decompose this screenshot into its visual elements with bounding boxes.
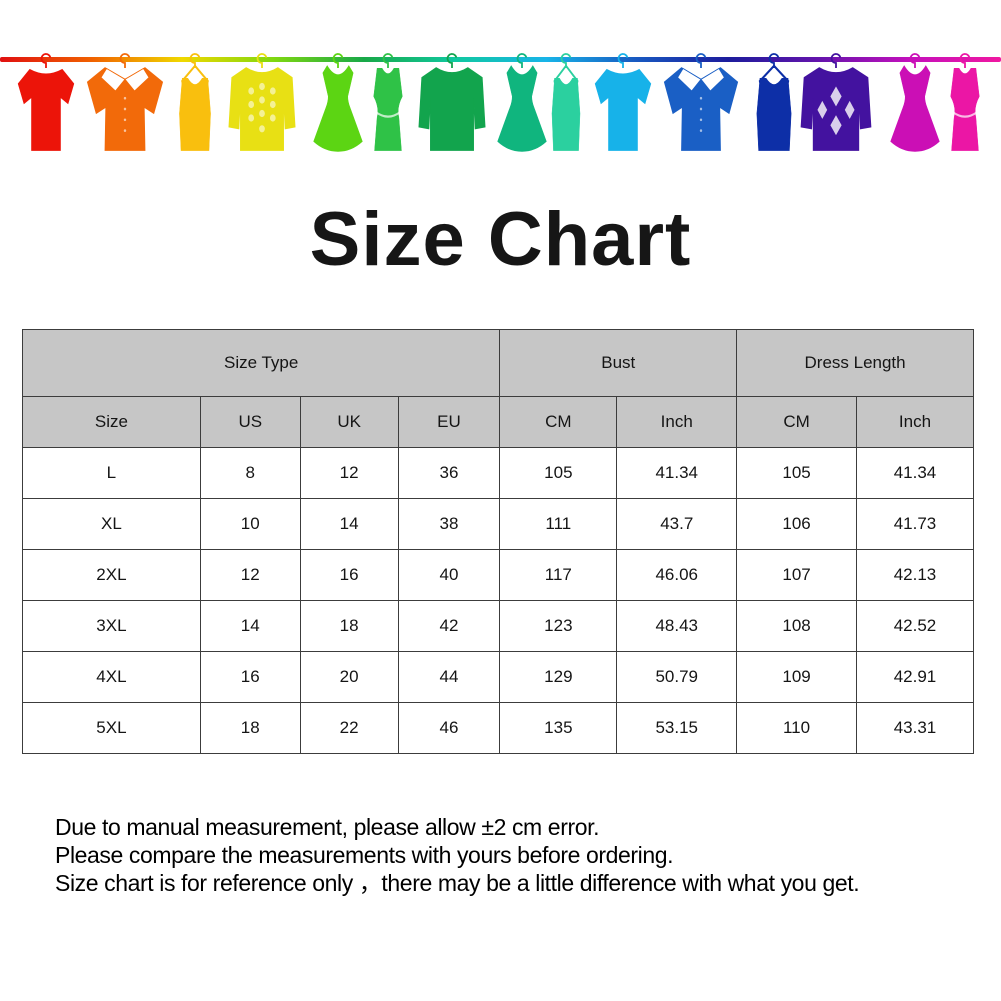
size-value: 40 — [397, 549, 501, 601]
size-value: 20 — [299, 651, 399, 703]
column-header-eu: EU — [397, 396, 501, 448]
size-value: 106 — [736, 498, 857, 550]
size-row-5xl: 5XL 18 22 46 135 53.15 110 43.31 — [22, 702, 975, 754]
size-value: 50.79 — [616, 651, 738, 703]
column-header-us: US — [199, 396, 301, 448]
magenta-dress-icon — [888, 52, 942, 154]
size-label: 4XL — [22, 651, 201, 703]
size-value: 108 — [736, 600, 857, 652]
amber-tank-top-icon — [175, 52, 215, 154]
column-header-size: Size — [22, 396, 201, 448]
size-value: 46.06 — [616, 549, 738, 601]
size-value: 14 — [199, 600, 301, 652]
size-value: 10 — [199, 498, 301, 550]
orange-shirt-icon — [85, 52, 165, 154]
size-value: 135 — [499, 702, 618, 754]
column-header-inch: Inch — [616, 396, 738, 448]
table-group-header-row: Size Type Bust Dress Length — [21, 329, 974, 397]
note-line-1: Due to manual measurement, please allow … — [55, 814, 600, 840]
page-title: Size Chart — [309, 197, 692, 282]
size-label: 2XL — [22, 549, 201, 601]
size-value: 38 — [397, 498, 501, 550]
size-value: 44 — [397, 651, 501, 703]
size-value: 111 — [499, 498, 618, 550]
size-value: 14 — [299, 498, 399, 550]
size-value: 43.7 — [616, 498, 738, 550]
size-value: 41.34 — [616, 447, 738, 499]
purple-argyle-sweater-icon — [798, 52, 874, 154]
size-value: 41.34 — [855, 447, 975, 499]
size-row-l: L 8 12 36 105 41.34 105 41.34 — [22, 447, 975, 499]
size-row-2xl: 2XL 12 16 40 117 46.06 107 42.13 — [22, 549, 975, 601]
green-dress-icon — [311, 52, 365, 154]
blue-shirt-icon — [662, 52, 740, 154]
group-header-size-type: Size Type — [21, 329, 501, 397]
size-value: 109 — [736, 651, 857, 703]
note-line-2: Please compare the measurements with you… — [55, 842, 674, 868]
yellow-polka-sweater-icon — [226, 52, 298, 154]
size-row-3xl: 3XL 14 18 42 123 48.43 108 42.52 — [22, 600, 975, 652]
size-label: 3XL — [22, 600, 201, 652]
size-value: 12 — [299, 447, 399, 499]
green-sweater-icon — [416, 52, 488, 154]
size-value: 129 — [499, 651, 618, 703]
size-value: 117 — [499, 549, 618, 601]
size-value: 42 — [397, 600, 501, 652]
rainbow-clothesline — [0, 57, 1001, 62]
measurement-notes: Due to manual measurement, please allow … — [55, 813, 975, 897]
navy-tank-top-icon — [752, 52, 796, 154]
size-value: 110 — [736, 702, 857, 754]
pink-tank-dress-icon — [944, 52, 986, 154]
size-value: 12 — [199, 549, 301, 601]
size-value: 48.43 — [616, 600, 738, 652]
column-header-cm: CM — [736, 396, 857, 448]
size-label: 5XL — [22, 702, 201, 754]
size-value: 123 — [499, 600, 618, 652]
size-value: 105 — [736, 447, 857, 499]
size-row-xl: XL 10 14 38 111 43.7 106 41.73 — [22, 498, 975, 550]
table-column-header-row: Size US UK EU CM Inch CM Inch — [22, 396, 975, 448]
size-value: 107 — [736, 549, 857, 601]
size-value: 36 — [397, 447, 501, 499]
group-header-dress-length: Dress Length — [736, 329, 974, 397]
size-label: XL — [22, 498, 201, 550]
note-line-3: Size chart is for reference only ，there … — [55, 870, 860, 896]
size-value: 42.52 — [855, 600, 975, 652]
size-table: Size Type Bust Dress Length Size US UK EU CM Inc… — [21, 329, 975, 754]
size-value: 41.73 — [855, 498, 975, 550]
green-tank-dress-icon — [367, 52, 409, 154]
size-value: 105 — [499, 447, 618, 499]
teal-dress-icon — [495, 52, 549, 154]
size-value: 46 — [397, 702, 501, 754]
size-value: 53.15 — [616, 702, 738, 754]
size-value: 42.91 — [855, 651, 975, 703]
size-value: 18 — [199, 702, 301, 754]
size-label: L — [22, 447, 201, 499]
group-header-bust: Bust — [499, 329, 738, 397]
cyan-tshirt-icon — [594, 52, 652, 154]
size-value: 16 — [199, 651, 301, 703]
column-header-cm: CM — [499, 396, 618, 448]
clothing-banner — [0, 0, 1001, 170]
size-value: 42.13 — [855, 549, 975, 601]
size-value: 8 — [199, 447, 301, 499]
size-value: 16 — [299, 549, 399, 601]
size-value: 18 — [299, 600, 399, 652]
size-row-4xl: 4XL 16 20 44 129 50.79 109 42.91 — [22, 651, 975, 703]
column-header-uk: UK — [299, 396, 399, 448]
column-header-inch: Inch — [855, 396, 975, 448]
red-tshirt-icon — [17, 52, 75, 154]
size-value: 22 — [299, 702, 399, 754]
teal-tank-top-icon — [548, 52, 584, 154]
size-value: 43.31 — [855, 702, 975, 754]
